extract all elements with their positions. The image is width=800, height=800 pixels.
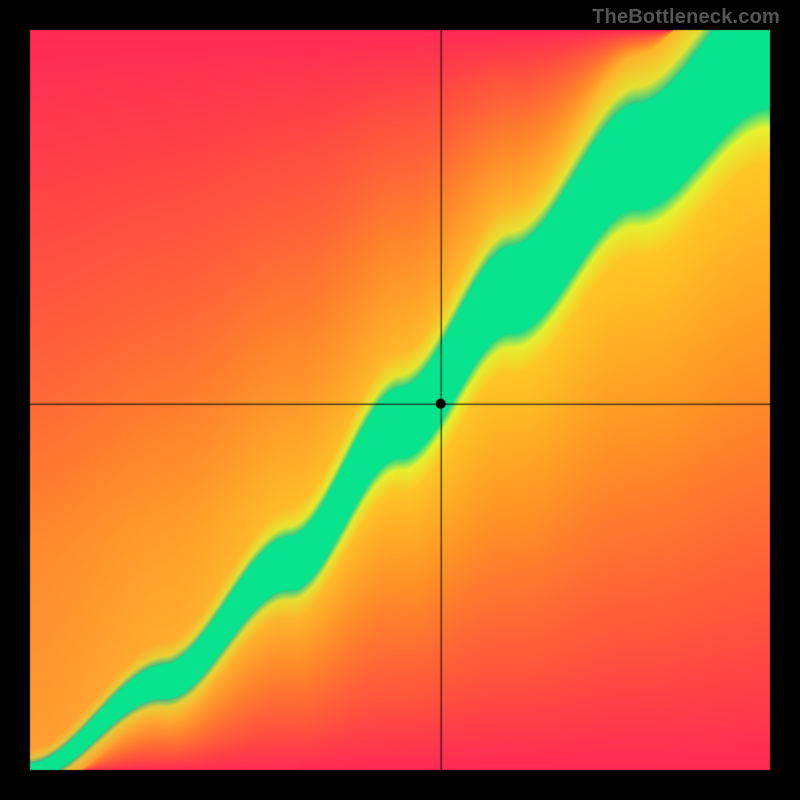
watermark-text: TheBottleneck.com <box>592 6 780 29</box>
heatmap-canvas <box>0 0 800 800</box>
bottleneck-heatmap-chart: TheBottleneck.com <box>0 0 800 800</box>
